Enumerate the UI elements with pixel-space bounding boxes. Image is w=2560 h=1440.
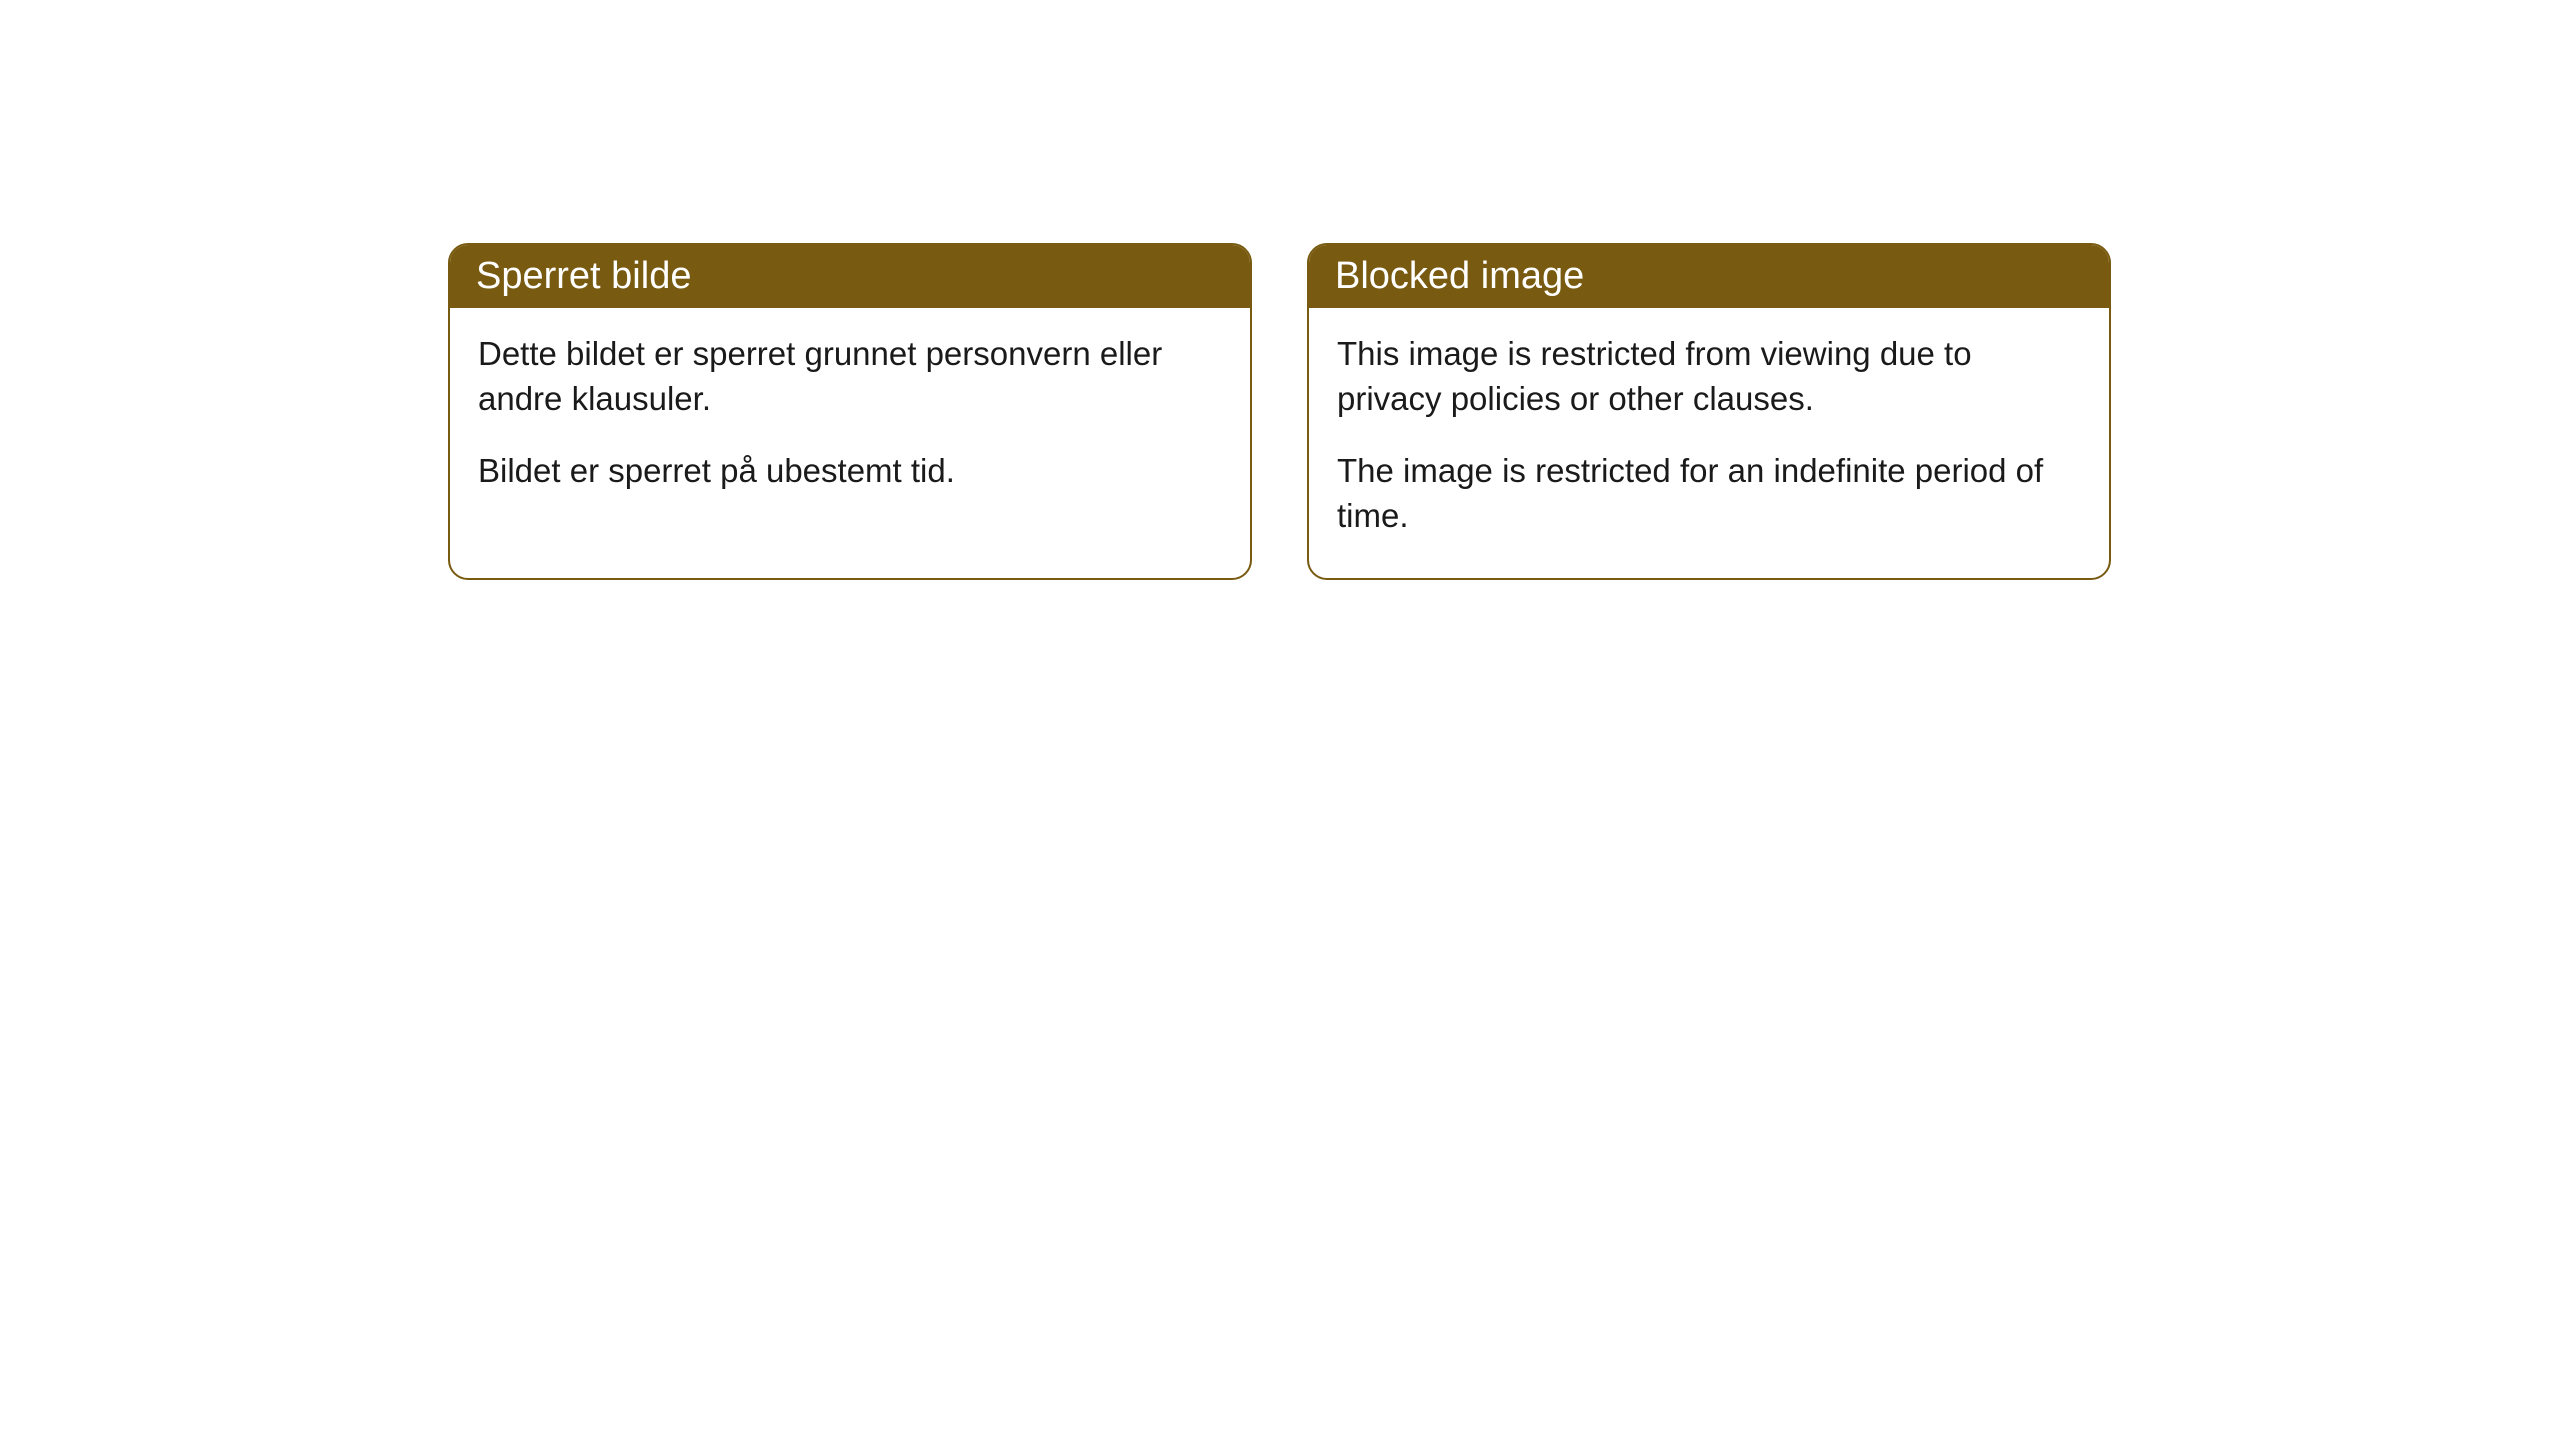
- card-title: Blocked image: [1335, 255, 1584, 297]
- card-paragraph-2: The image is restricted for an indefinit…: [1337, 449, 2081, 538]
- card-header: Sperret bilde: [450, 245, 1250, 308]
- blocked-image-card-norwegian: Sperret bilde Dette bildet er sperret gr…: [448, 243, 1252, 580]
- card-body: This image is restricted from viewing du…: [1309, 308, 2109, 578]
- card-body: Dette bildet er sperret grunnet personve…: [450, 308, 1250, 534]
- card-header: Blocked image: [1309, 245, 2109, 308]
- blocked-image-card-english: Blocked image This image is restricted f…: [1307, 243, 2111, 580]
- card-paragraph-1: Dette bildet er sperret grunnet personve…: [478, 332, 1222, 421]
- notice-cards-container: Sperret bilde Dette bildet er sperret gr…: [448, 243, 2111, 580]
- card-paragraph-1: This image is restricted from viewing du…: [1337, 332, 2081, 421]
- card-title: Sperret bilde: [476, 255, 691, 297]
- card-paragraph-2: Bildet er sperret på ubestemt tid.: [478, 449, 1222, 494]
